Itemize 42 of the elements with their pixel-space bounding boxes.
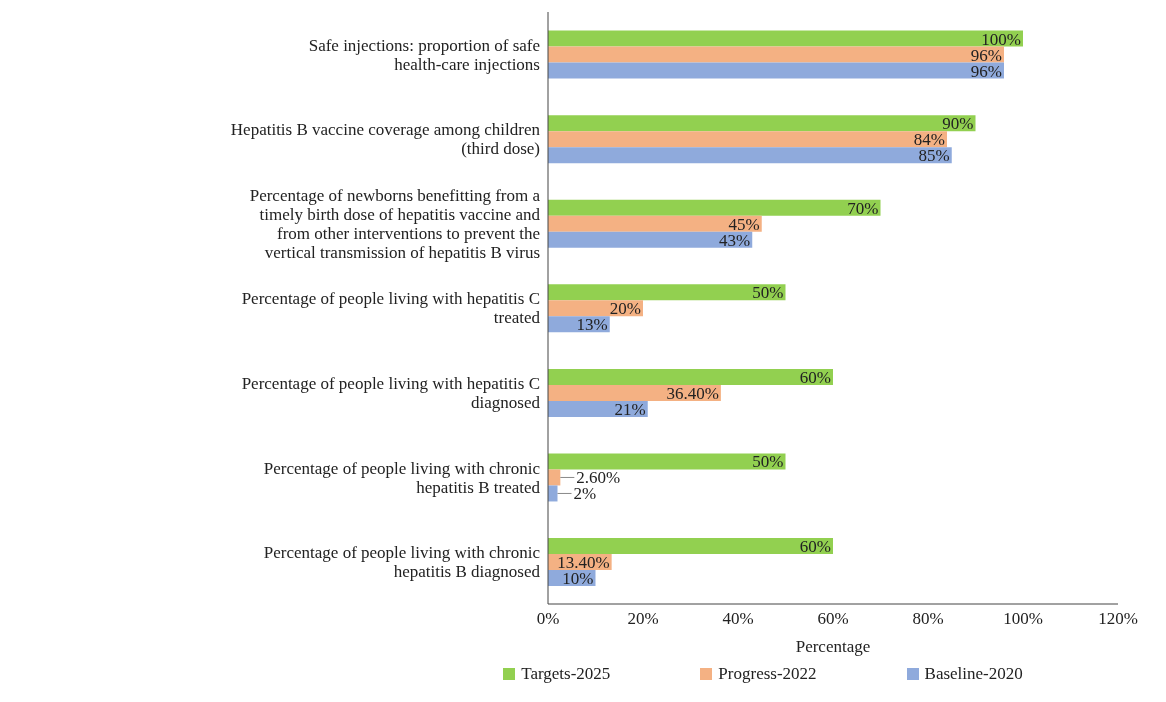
data-label: 60% [799, 367, 831, 387]
bar [548, 147, 952, 164]
y-tick-label: Safe injections: proportion of safe health-care injections [308, 35, 540, 74]
data-label: 70% [847, 198, 879, 218]
y-tick-label: Percentage of people living with chronic hepatitis B treated [263, 458, 541, 497]
x-tick-label: 80% [912, 609, 944, 629]
legend-label: Targets-2025 [520, 664, 611, 684]
y-tick-label: Percentage of newborns benefitting from a timely birth dose of hepatitis vaccine and from other interventions to prevent the vertical transmission of hepatitis B virus [249, 185, 541, 262]
x-tick-label: 40% [722, 609, 754, 629]
data-label: 21% [614, 399, 646, 419]
x-tick-label: 100% [1003, 609, 1043, 629]
x-tick-label: 120% [1098, 609, 1138, 629]
bar [548, 284, 786, 301]
legend-label: Baseline-2020 [923, 664, 1023, 684]
bar [548, 131, 947, 148]
data-label: 13% [576, 315, 608, 335]
y-tick-label: Hepatitis B vaccine coverage among children (third dose) [230, 120, 541, 159]
data-label: 50% [752, 283, 784, 303]
bar [548, 231, 753, 248]
bar [548, 199, 881, 216]
bar [548, 30, 1023, 47]
bar [548, 62, 1004, 79]
x-axis-title: Percentage [795, 637, 871, 656]
bar [548, 538, 833, 555]
data-label: 50% [752, 452, 784, 472]
bar [548, 453, 786, 470]
y-tick-label: Percentage of people living with hepatitis C diagnosed [241, 374, 541, 413]
x-tick-label: 0% [536, 609, 560, 629]
x-tick-label: 60% [817, 609, 849, 629]
bar [548, 485, 558, 502]
x-tick-label: 20% [627, 609, 659, 629]
bar [548, 46, 1004, 63]
data-label: 90% [942, 114, 974, 134]
data-label: 20% [609, 299, 641, 319]
legend-label: Progress-2022 [717, 664, 817, 684]
bar [548, 368, 833, 385]
data-label: 60% [799, 536, 831, 556]
y-tick-label: Percentage of people living with hepatitis C treated [241, 289, 541, 328]
y-tick-label: Percentage of people living with chronic hepatitis B diagnosed [263, 543, 541, 582]
bar [548, 115, 976, 132]
data-label: 36.40% [666, 383, 719, 403]
bar [548, 215, 762, 232]
